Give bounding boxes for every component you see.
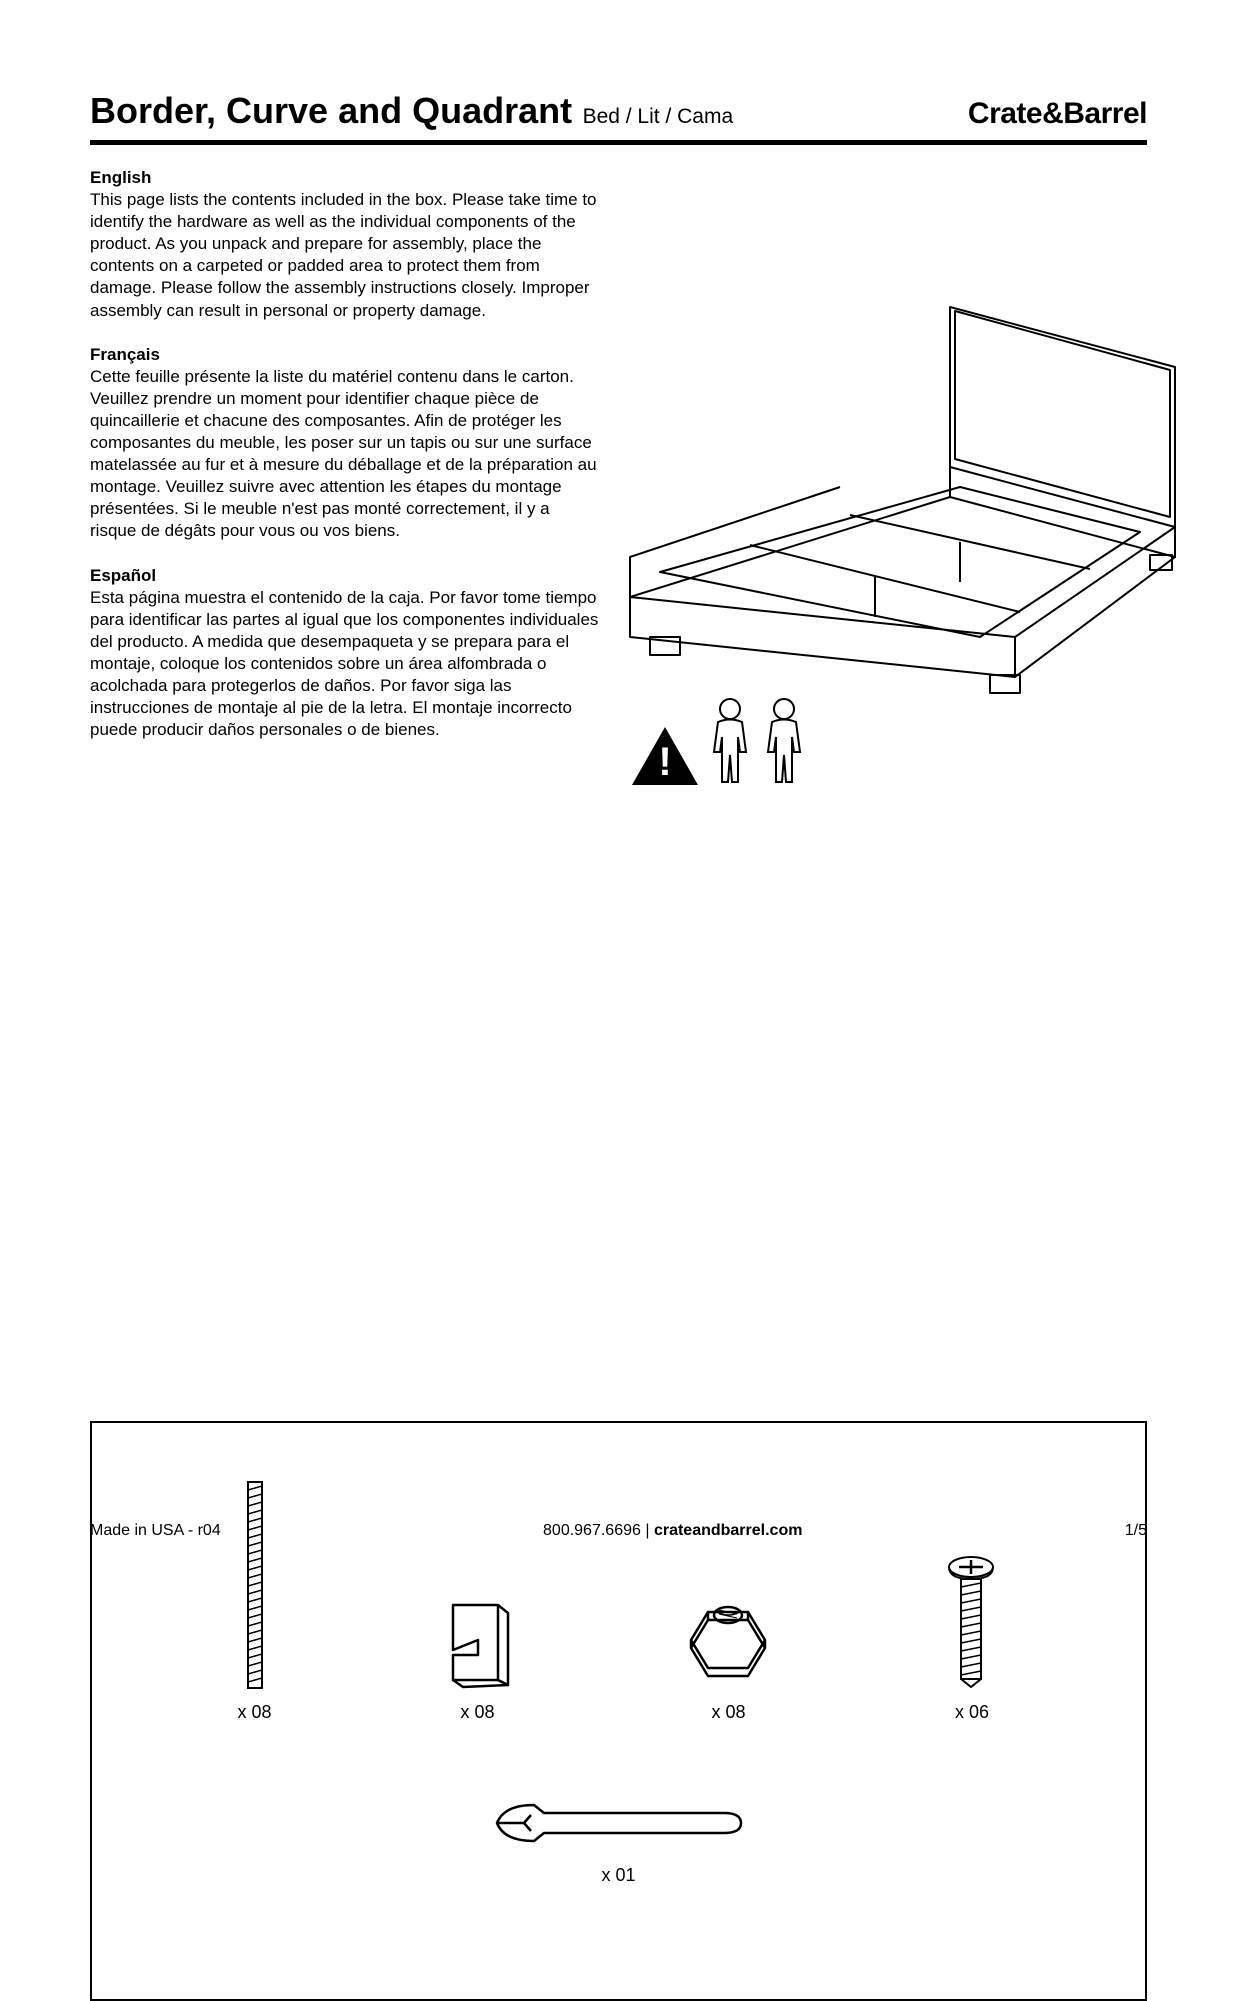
person-icon bbox=[760, 697, 808, 787]
footer-left: Made in USA - r04 bbox=[90, 1522, 221, 1540]
warning-triangle-icon: ! bbox=[630, 725, 700, 787]
part-qty: x 08 bbox=[237, 1702, 271, 1723]
phillips-screw-icon bbox=[944, 1555, 999, 1690]
footer-page-number: 1/5 bbox=[1125, 1522, 1147, 1540]
footer-sep: | bbox=[641, 1522, 654, 1539]
lang-body: This page lists the contents included in… bbox=[90, 189, 600, 322]
svg-text:!: ! bbox=[658, 740, 671, 784]
part-bracket-clip: x 08 bbox=[443, 1595, 513, 1723]
parts-inventory-box: x 08 x 08 bbox=[90, 1421, 1147, 2001]
part-wrench: x 01 bbox=[489, 1793, 749, 1886]
footer-center: 800.967.6696 | crateandbarrel.com bbox=[543, 1522, 802, 1540]
part-qty: x 06 bbox=[955, 1702, 989, 1723]
hex-nut-icon bbox=[683, 1600, 773, 1690]
lang-heading: English bbox=[90, 167, 600, 189]
lang-block-espanol: Español Esta página muestra el contenido… bbox=[90, 565, 600, 742]
page-footer: Made in USA - r04 800.967.6696 | cratean… bbox=[90, 1522, 1147, 1540]
lang-block-english: English This page lists the contents inc… bbox=[90, 167, 600, 322]
brand-logo: Crate&Barrel bbox=[968, 97, 1147, 131]
lang-block-francais: Français Cette feuille présente la liste… bbox=[90, 344, 600, 543]
part-qty: x 08 bbox=[460, 1702, 494, 1723]
person-icon bbox=[706, 697, 754, 787]
page-header: Border, Curve and Quadrant Bed / Lit / C… bbox=[90, 90, 1147, 145]
product-title: Border, Curve and Quadrant bbox=[90, 90, 572, 131]
lang-body: Cette feuille présente la liste du matér… bbox=[90, 366, 600, 543]
bracket-clip-icon bbox=[443, 1595, 513, 1690]
warning-icons: ! bbox=[630, 697, 808, 787]
footer-phone: 800.967.6696 bbox=[543, 1522, 641, 1539]
lang-heading: Français bbox=[90, 344, 600, 366]
part-qty: x 01 bbox=[601, 1865, 635, 1886]
part-hex-nut: x 08 bbox=[683, 1600, 773, 1723]
wrench-icon bbox=[489, 1793, 749, 1853]
product-subtitle: Bed / Lit / Cama bbox=[583, 105, 734, 128]
illustration-column: ! bbox=[620, 167, 1147, 763]
part-qty: x 08 bbox=[711, 1702, 745, 1723]
bed-frame-illustration bbox=[620, 297, 1180, 697]
title-block: Border, Curve and Quadrant Bed / Lit / C… bbox=[90, 90, 733, 132]
lang-heading: Español bbox=[90, 565, 600, 587]
footer-website: crateandbarrel.com bbox=[654, 1522, 803, 1539]
instructions-text-column: English This page lists the contents inc… bbox=[90, 167, 600, 763]
threaded-rod-icon bbox=[240, 1480, 270, 1690]
part-threaded-rod: x 08 bbox=[237, 1480, 271, 1723]
lang-body: Esta página muestra el contenido de la c… bbox=[90, 587, 600, 742]
part-phillips-screw: x 06 bbox=[944, 1555, 999, 1723]
